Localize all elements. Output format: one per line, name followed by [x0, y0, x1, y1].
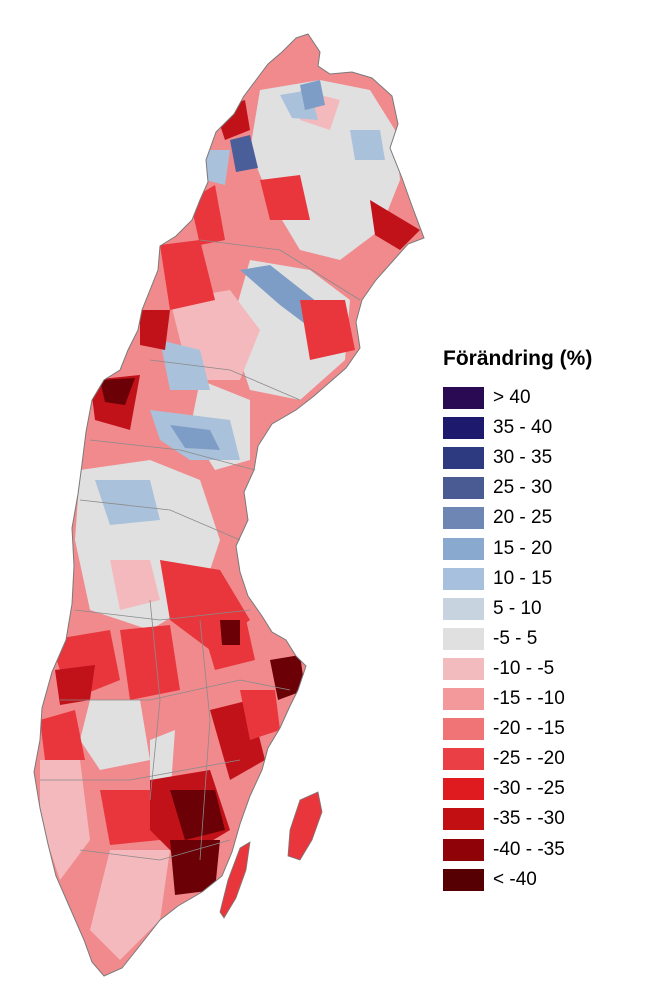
legend: Förändring (%) > 40 35 - 40 30 - 35 25 - 30… — [443, 346, 643, 891]
legend-item: > 40 — [443, 386, 531, 410]
legend-label: 30 - 35 — [493, 447, 553, 469]
legend-label: -20 - -15 — [493, 718, 565, 740]
legend-item: 25 - 30 — [443, 476, 552, 500]
legend-label: 15 - 20 — [493, 537, 553, 559]
legend-swatch — [443, 597, 484, 620]
legend-item: -10 - -5 — [443, 657, 554, 681]
legend-label: 25 - 30 — [493, 477, 553, 499]
legend-label: -30 - -25 — [493, 778, 565, 800]
legend-item: -20 - -15 — [443, 717, 565, 741]
legend-label: -25 - -20 — [493, 748, 565, 770]
legend-swatch — [443, 868, 484, 891]
legend-swatch — [443, 417, 484, 440]
legend-label: -5 - 5 — [493, 627, 538, 649]
legend-swatch — [443, 657, 484, 680]
legend-swatch — [443, 537, 484, 560]
legend-item: -5 - 5 — [443, 627, 537, 651]
legend-item: 5 - 10 — [443, 597, 542, 621]
legend-swatch — [443, 778, 484, 801]
legend-item: 35 - 40 — [443, 416, 552, 440]
legend-title: Förändring (%) — [443, 347, 593, 370]
legend-label: 5 - 10 — [493, 597, 542, 619]
legend-label: 10 - 15 — [493, 567, 553, 589]
legend-item: 10 - 15 — [443, 567, 552, 591]
legend-item: -40 - -35 — [443, 838, 565, 862]
legend-label: -40 - -35 — [493, 838, 565, 860]
legend-label: -15 - -10 — [493, 688, 565, 709]
legend-swatch — [443, 748, 484, 771]
legend-swatch — [443, 387, 484, 409]
legend-swatch — [443, 627, 484, 650]
legend-swatch — [443, 447, 484, 470]
legend-label: 20 - 25 — [493, 507, 553, 529]
legend-item: -25 - -20 — [443, 747, 565, 771]
legend-item: 30 - 35 — [443, 446, 552, 470]
legend-swatch — [443, 507, 484, 530]
legend-label: > 40 — [493, 387, 531, 408]
legend-item: < -40 — [443, 868, 537, 892]
legend-item: -30 - -25 — [443, 777, 565, 801]
legend-item: 15 - 20 — [443, 537, 552, 561]
island-gotland — [287, 791, 323, 861]
legend-label: -35 - -30 — [493, 808, 565, 830]
legend-label: -10 - -5 — [493, 657, 555, 679]
island-oland — [219, 841, 251, 919]
legend-label: < -40 — [493, 868, 537, 890]
legend-swatch — [443, 808, 484, 831]
legend-swatch — [443, 567, 484, 590]
legend-item: -35 - -30 — [443, 807, 565, 831]
legend-swatch — [443, 838, 484, 861]
legend-item: 20 - 25 — [443, 506, 552, 530]
county-borders — [40, 239, 361, 861]
legend-swatch — [443, 718, 484, 741]
legend-label: 35 - 40 — [493, 417, 553, 439]
legend-swatch — [443, 477, 484, 500]
legend-swatch — [443, 688, 484, 710]
legend-item: -15 - -10 — [443, 687, 565, 711]
